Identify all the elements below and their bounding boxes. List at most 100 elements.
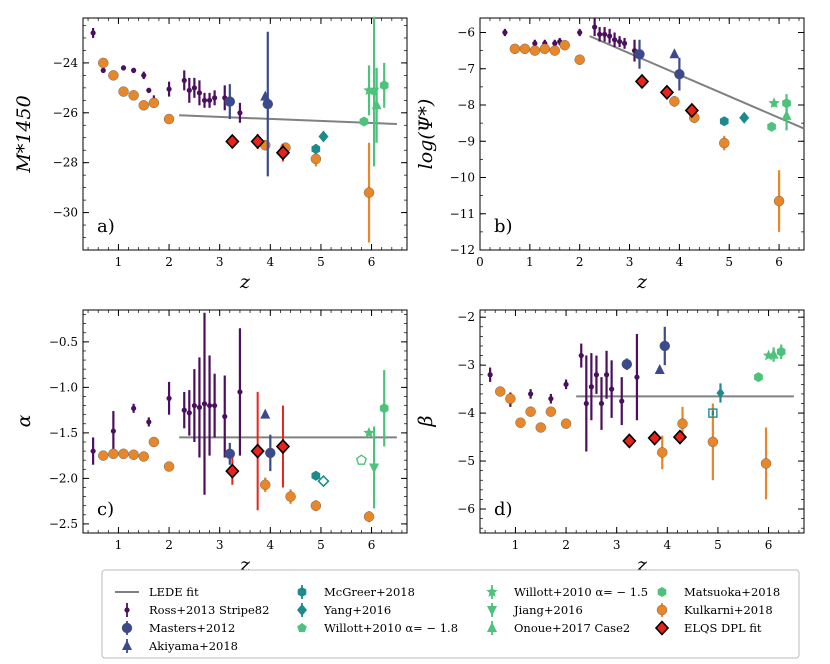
legend: LEDE fit Ross+2013 Stripe82 Masters+2012 Ak… xyxy=(101,569,800,659)
ross-point xyxy=(166,395,172,401)
legend-label: McGreer+2018 xyxy=(324,585,415,599)
ross-point xyxy=(603,372,610,378)
kulkarni-point xyxy=(108,70,119,81)
ross-point xyxy=(186,87,192,93)
ross-point xyxy=(611,37,618,43)
kulkarni-point xyxy=(539,43,550,55)
ross-point xyxy=(212,95,218,101)
x-tick-label: 6 xyxy=(368,538,376,552)
ross-point xyxy=(607,33,613,39)
x-tick-label: 3 xyxy=(216,538,224,552)
kulkarni-point xyxy=(560,418,572,429)
ross-point xyxy=(552,40,558,46)
y-tick-label: −6 xyxy=(457,502,475,516)
matsuoka-point xyxy=(359,116,369,127)
lede-fit-line xyxy=(589,35,805,130)
kulkarni-point xyxy=(495,386,506,397)
kulkarni-point xyxy=(285,491,296,502)
kulkarni-point xyxy=(535,422,546,433)
legend-willott15-marker xyxy=(486,586,498,597)
kulkarni-point xyxy=(260,479,271,490)
kulkarni-point xyxy=(98,57,109,69)
onoue-point xyxy=(768,348,779,359)
y-tick-label: −2.0 xyxy=(49,471,78,485)
kulkarni-point xyxy=(574,54,585,65)
elqs-point xyxy=(275,438,291,455)
x-tick-label: 3 xyxy=(626,255,634,269)
jiang-point xyxy=(369,87,380,98)
onoue-point xyxy=(781,109,792,120)
y-tick-label: −8 xyxy=(457,98,475,112)
y-axis-label: M*1450 xyxy=(13,95,35,173)
yang-point xyxy=(739,111,750,124)
ross-point xyxy=(201,97,208,103)
panel-label: c) xyxy=(97,499,114,520)
x-tick-label: 2 xyxy=(576,255,584,269)
kulkarni-point xyxy=(163,461,175,472)
x-tick-label: 4 xyxy=(266,255,274,269)
elqs-point xyxy=(659,84,675,100)
kulkarni-point xyxy=(549,45,560,56)
legend-label: Kulkarni+2018 xyxy=(684,603,773,617)
x-axis-label: z xyxy=(239,271,251,293)
elqs-point xyxy=(647,430,662,446)
kulkarni-point xyxy=(509,43,521,55)
kulkarni-point xyxy=(108,448,119,460)
mcgreer-point xyxy=(708,408,718,418)
y-tick-label: −9 xyxy=(457,134,475,148)
willott15-point xyxy=(768,97,780,108)
kulkarni-point xyxy=(138,451,149,462)
yang-point xyxy=(318,130,329,143)
ross-point xyxy=(583,400,589,407)
kulkarni-point xyxy=(163,113,175,125)
kulkarni-point xyxy=(669,96,680,107)
kulkarni-point xyxy=(559,39,570,51)
ross-point xyxy=(598,400,605,407)
legend-matsuoka-marker xyxy=(657,587,667,597)
ross-point xyxy=(146,419,152,425)
x-tick-label: 1 xyxy=(115,538,123,552)
y-axis-label: β xyxy=(415,415,437,427)
x-tick-label: 5 xyxy=(714,538,722,552)
matsuoka-point xyxy=(754,372,763,383)
akiyama-point xyxy=(654,363,665,374)
kulkarni-point xyxy=(657,447,668,458)
kulkarni-point xyxy=(525,406,536,417)
akiyama-point xyxy=(669,48,680,59)
kulkarni-point xyxy=(148,97,160,109)
x-tick-label: 1 xyxy=(526,255,534,269)
panel-label: d) xyxy=(494,499,513,520)
x-tick-label: 6 xyxy=(368,255,376,269)
legend-label: Willott+2010 α= − 1.5 xyxy=(514,585,648,599)
masters-point xyxy=(265,447,276,459)
ross-point xyxy=(577,29,583,36)
ross-point xyxy=(487,372,493,378)
ross-point xyxy=(196,90,203,96)
ross-point xyxy=(237,389,243,395)
y-tick-label: −3 xyxy=(457,358,475,372)
masters-point xyxy=(224,96,236,107)
kulkarni-point xyxy=(138,100,149,111)
legend-elqs-marker xyxy=(654,620,670,636)
willott15-point xyxy=(363,426,375,438)
ross-point xyxy=(532,40,538,46)
x-tick-label: 6 xyxy=(775,255,783,269)
kulkarni-point xyxy=(545,406,557,417)
ross-point xyxy=(100,67,106,73)
masters-point xyxy=(634,49,645,60)
ross-point xyxy=(110,428,116,434)
ross-point xyxy=(166,86,172,92)
kulkarni-point xyxy=(505,393,516,404)
ross-point xyxy=(588,384,594,390)
ross-point xyxy=(206,97,213,103)
kulkarni-point xyxy=(719,137,730,149)
elqs-point xyxy=(250,443,265,459)
ross-point xyxy=(616,38,623,45)
mcgreer-point xyxy=(311,470,321,481)
willott15-point xyxy=(762,349,775,361)
x-tick-label: 4 xyxy=(676,255,684,269)
x-tick-label: 3 xyxy=(613,538,621,552)
legend-ross-marker xyxy=(124,607,130,613)
y-tick-label: −26 xyxy=(53,106,78,120)
mcgreer-point xyxy=(311,144,321,154)
